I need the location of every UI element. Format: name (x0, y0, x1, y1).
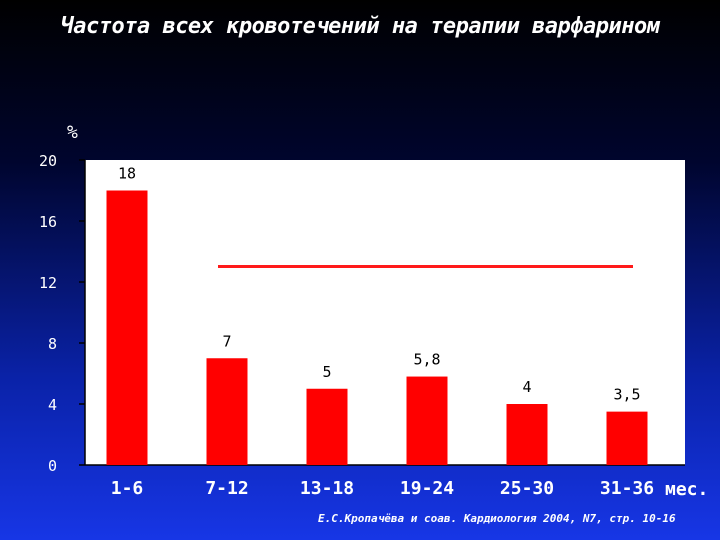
bar (106, 190, 148, 465)
y-tick-label: 12 (39, 274, 57, 292)
bar (306, 388, 348, 465)
data-label: 5,8 (413, 351, 440, 369)
note-item: • 100 больных мерцательной аритмией (212, 188, 529, 206)
data-label: 18 (118, 165, 136, 183)
data-label: 3,5 (613, 386, 640, 404)
notes-box: • 100 больных мерцательной аритмией • 3 … (212, 184, 591, 262)
data-label: 5 (322, 363, 331, 381)
source-citation: Е.С.Кропачёва и соав. Кардиология 2004, … (318, 512, 676, 525)
y-tick-label: 0 (48, 457, 57, 475)
bar (506, 404, 548, 465)
x-tick-label: 1-6 (111, 478, 144, 499)
y-tick-label: 8 (48, 335, 57, 353)
y-tick-label: 16 (39, 213, 57, 231)
note-item: • 3 года терапии НАКГ (212, 214, 402, 232)
x-tick-label: 25-30 (500, 478, 554, 499)
data-label: 7 (222, 332, 231, 350)
x-axis-unit: мес. (665, 479, 709, 500)
y-tick-label: 4 (48, 396, 57, 414)
x-tick-label: 19-24 (400, 478, 454, 499)
note-item: • 30% геморрагий случились при МНО 2,0-3… (212, 240, 592, 258)
plot-area (85, 160, 685, 465)
bar (606, 411, 648, 465)
chart-title: Частота всех кровотечений на терапии вар… (60, 14, 660, 39)
bar (206, 358, 248, 465)
bar (406, 376, 448, 465)
red-underline (218, 265, 633, 268)
x-tick-label: 31-36 (600, 478, 654, 499)
data-label: 4 (522, 378, 531, 396)
x-tick-label: 7-12 (205, 478, 248, 499)
y-axis-label: % (67, 122, 78, 143)
x-tick-label: 13-18 (300, 478, 354, 499)
y-tick-label: 20 (39, 152, 57, 170)
